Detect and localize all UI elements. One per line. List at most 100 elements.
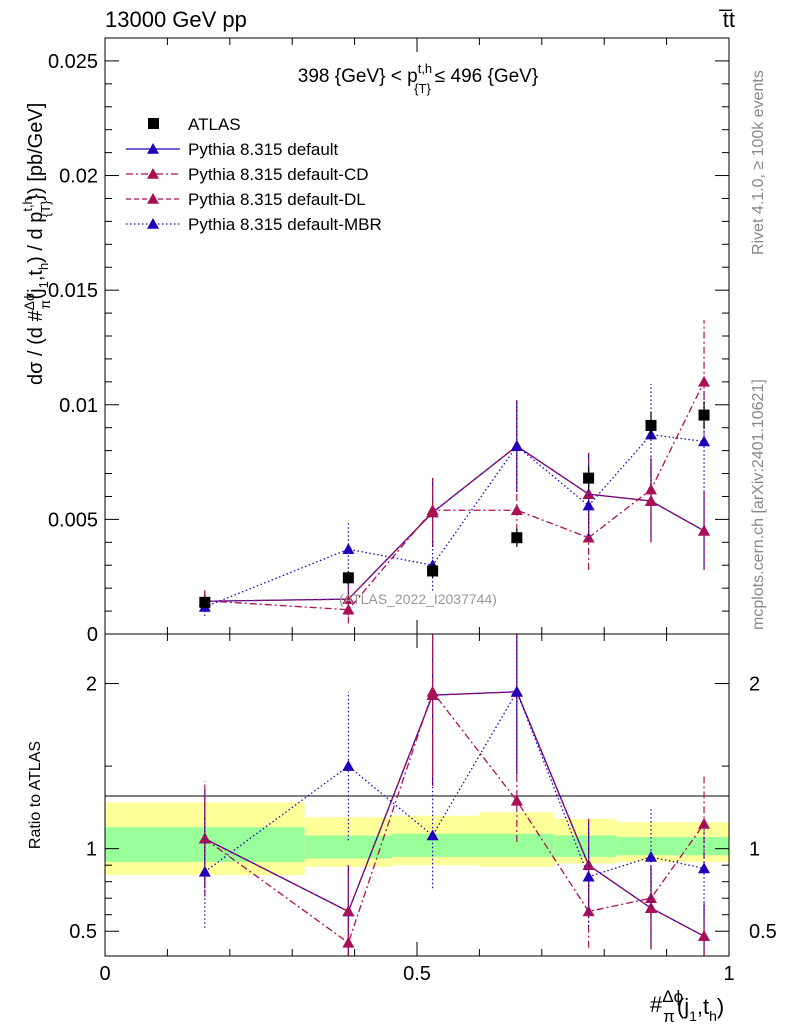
ratio-xtick-label-2: 1	[723, 963, 734, 985]
main-title-sup: t,h	[418, 61, 432, 76]
main-point-pythia-8-315-default-cd-1	[342, 603, 355, 615]
main-point-pythia-8-315-default-cd-5	[645, 483, 657, 495]
ratio-point-pythia-8-315-default-cd-1	[342, 936, 355, 948]
ratio-xlabel: #Δϕ π(j1,th)	[650, 987, 724, 1024]
ratio-ytick-label-1: 1	[86, 839, 97, 861]
legend-marker-pythia-8-315-default-dl	[147, 193, 159, 204]
ratio-point-pythia-8-315-default-dl-6	[698, 930, 711, 941]
legend-label-atlas: ATLAS	[188, 115, 241, 134]
ratio-point-pythia-8-315-default-dl-1	[342, 905, 355, 917]
main-ytick-label-3: 0.015	[48, 280, 98, 302]
main-ylabel: dσ / (d #Δϕπ(j1,th) / d pt,h {T}}) [pb/Ge…	[20, 103, 53, 385]
legend-marker-pythia-8-315-default-mbr	[147, 218, 159, 229]
ratio-ticks: 0.5 0.51 12 20 0.5 1	[69, 634, 777, 985]
legend: ATLAS Pythia 8.315 default Pythia 8.315 de…	[126, 115, 382, 234]
ratio-point-pythia-8-315-default-mbr-6	[698, 862, 711, 874]
ratio-point-pythia-8-315-default-mbr-4	[582, 870, 595, 882]
main-point-pythia-8-315-default-dl-4	[582, 488, 595, 499]
main-title-post: ≤ 496 {GeV}	[435, 66, 538, 87]
main-data-marks	[198, 319, 711, 624]
ratio-ytick-label-right-2: 2	[749, 674, 760, 696]
main-point-pythia-8-315-default-cd-3	[510, 504, 523, 516]
legend-marker-pythia-8-315-default-cd	[147, 168, 159, 179]
main-line-pythia-8-315-default-mbr	[204, 433, 705, 608]
legend-label-pythia-8-315-default-mbr: Pythia 8.315 default-MBR	[188, 215, 382, 234]
main-point-atlas-5	[645, 419, 657, 431]
main-ticks: 0 0.005 0.01 0.015 0.02 0.025	[48, 38, 730, 646]
legend-label-pythia-8-315-default-cd: Pythia 8.315 default-CD	[188, 165, 369, 184]
main-ytick-label-0: 0	[87, 624, 98, 646]
main-point-pythia-8-315-default-dl-1	[342, 593, 355, 604]
main-point-atlas-3	[511, 532, 523, 544]
ylabel-d-sub: {T}	[38, 200, 53, 217]
ratio-point-pythia-8-315-default-dl-4	[582, 859, 595, 870]
ratio-point-pythia-8-315-default-mbr-1	[342, 760, 355, 771]
main-point-atlas-4	[583, 472, 595, 484]
rivet-label: Rivet 4.1.0, ≥ 100k events	[750, 70, 767, 255]
xlabel-d: )	[717, 994, 724, 1019]
ratio-point-pythia-8-315-default-cd-6	[698, 817, 711, 829]
ratio-point-pythia-8-315-default-dl-2	[426, 689, 439, 700]
legend-marker-atlas	[148, 118, 159, 129]
main-title: 398 {GeV} < pt,h {T} ≤ 496 {GeV}	[298, 61, 538, 96]
ylabel-c-sub: h	[36, 263, 51, 270]
main-title-sub: {T}	[414, 81, 431, 96]
mcplots-label: mcplots.cern.ch [arXiv:2401.10621]	[750, 379, 767, 630]
main-point-pythia-8-315-default-mbr-1	[342, 543, 355, 554]
legend-label-pythia-8-315-default: Pythia 8.315 default	[188, 140, 339, 159]
header-right: t̅t	[719, 7, 735, 32]
ratio-frame	[104, 633, 730, 957]
ratio-xtick-label-1: 0.5	[403, 963, 431, 985]
xlabel-frac-num: Δϕ	[662, 987, 683, 1006]
ratio-point-pythia-8-315-default-mbr-2	[426, 829, 439, 841]
ratio-bands	[105, 802, 729, 876]
ratio-band-green-2	[392, 833, 480, 857]
ylabel-e: }) [pb/GeV]	[25, 103, 47, 201]
ratio-point-pythia-8-315-default-dl-5	[645, 902, 657, 913]
legend-label-pythia-8-315-default-dl: Pythia 8.315 default-DL	[188, 190, 366, 209]
ylabel-a: dσ / (d #	[25, 310, 47, 385]
main-ytick-label-2: 0.01	[59, 395, 98, 417]
ratio-ylabel: Ratio to ATLAS	[27, 741, 44, 849]
header-left: 13000 GeV pp	[105, 7, 247, 32]
main-point-atlas-2	[427, 565, 439, 577]
ratio-point-pythia-8-315-default-mbr-0	[198, 865, 211, 877]
main-line-pythia-8-315-default-dl	[204, 445, 705, 602]
main-point-pythia-8-315-default-dl-5	[645, 495, 657, 506]
xlabel-a: #	[650, 992, 663, 1017]
xlabel-c: ,t	[697, 994, 709, 1019]
main-point-atlas-1	[342, 572, 354, 584]
ratio-ytick-label-0: 0.5	[69, 921, 97, 943]
main-ytick-label-1: 0.005	[48, 509, 98, 531]
ratio-point-pythia-8-315-default-mbr-5	[645, 850, 657, 862]
ratio-data-marks	[198, 634, 711, 956]
main-point-pythia-8-315-default-mbr-6	[698, 435, 711, 447]
ylabel-b-sub: 1	[36, 281, 51, 288]
ratio-band-green-4	[554, 835, 617, 857]
ylabel-frac-num: Δϕ	[21, 293, 37, 310]
xlabel-b: (j	[677, 994, 689, 1019]
main-point-atlas-6	[698, 409, 710, 421]
main-point-pythia-8-315-default-mbr-3	[510, 440, 523, 451]
main-ytick-label-4: 0.02	[59, 166, 98, 188]
main-point-pythia-8-315-default-dl-6	[698, 524, 711, 536]
ratio-ytick-label-right-1: 1	[749, 839, 760, 861]
ratio-ytick-label-right-0: 0.5	[749, 921, 777, 943]
main-ytick-label-5: 0.025	[48, 51, 98, 73]
ylabel-frac-den: π	[37, 299, 53, 309]
main-point-pythia-8-315-default-cd-4	[582, 531, 595, 543]
ylabel-c: ,t	[25, 270, 47, 282]
ratio-ytick-label-2: 2	[86, 674, 97, 696]
main-line-pythia-8-315-default	[204, 445, 705, 602]
main-point-pythia-8-315-default-dl-2	[426, 506, 439, 518]
ratio-band-green-3	[479, 833, 555, 857]
xlabel-b-sub: 1	[689, 1008, 697, 1024]
ratio-band-green-5	[616, 837, 680, 856]
ylabel-b: (j	[25, 288, 47, 299]
ratio-xtick-label-0: 0	[99, 963, 110, 985]
main-point-atlas-0	[199, 596, 211, 608]
xlabel-frac-den: π	[663, 1007, 675, 1024]
main-title-pre: 398 {GeV} < p	[298, 66, 418, 87]
